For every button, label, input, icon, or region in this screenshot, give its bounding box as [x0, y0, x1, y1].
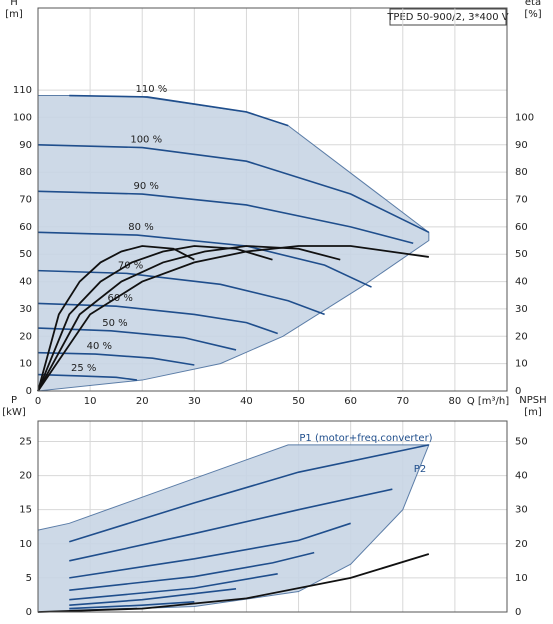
plot-frame: [37, 7, 508, 392]
curve: [37, 190, 414, 245]
y-tick-label: 20: [19, 471, 32, 482]
curve: [37, 553, 430, 613]
y-tick-label: 110: [13, 85, 32, 96]
curve: [69, 488, 393, 562]
speed-label: 110 %: [136, 84, 168, 95]
x-tick-label: 60: [344, 396, 357, 407]
y-axis-label: [kW]: [2, 407, 26, 418]
x-tick-label: 0: [35, 396, 41, 407]
y-tick-label: 100: [13, 112, 32, 123]
x-tick-label: 40: [240, 396, 253, 407]
chart-title: TPED 50-900/2, 3*400 V: [386, 12, 508, 23]
x-tick-label: 10: [84, 396, 97, 407]
curve: [69, 522, 351, 579]
curve-annotation: P1 (motor+freq.converter): [299, 433, 432, 444]
curve: [37, 351, 195, 366]
plot-frame: [37, 420, 508, 613]
curve: [37, 245, 273, 392]
curve: [37, 245, 341, 392]
curve: [69, 444, 429, 543]
y2-tick-label: 20: [515, 331, 528, 342]
y2-tick-label: 0: [515, 607, 521, 618]
y2-tick-label: 50: [515, 436, 528, 447]
x-tick-label: 80: [449, 396, 462, 407]
curve: [37, 245, 429, 392]
x-tick-label: 50: [292, 396, 305, 407]
y-tick-label: 10: [19, 539, 32, 550]
y2-tick-label: 0: [515, 386, 521, 397]
title-box: [389, 8, 507, 26]
y-tick-label: 10: [19, 359, 32, 370]
speed-label: 40 %: [87, 341, 112, 352]
x-tick-label: 30: [188, 396, 201, 407]
y2-tick-label: 40: [515, 277, 528, 288]
y2-axis-label: [%]: [524, 9, 541, 20]
y-tick-label: 25: [19, 436, 32, 447]
curve-annotation: P2: [414, 464, 426, 475]
curve: [69, 588, 237, 606]
y2-axis-label: eta: [525, 0, 541, 8]
y-axis-label: [m]: [5, 9, 23, 20]
y-tick-label: 5: [26, 573, 32, 584]
y-axis-label: H: [10, 0, 18, 8]
y2-tick-label: 10: [515, 359, 528, 370]
y2-tick-label: 70: [515, 195, 528, 206]
curve: [37, 327, 237, 351]
curve: [37, 245, 195, 392]
y2-axis-label: [m]: [524, 407, 542, 418]
y2-tick-label: 20: [515, 539, 528, 550]
y-tick-label: 0: [26, 607, 32, 618]
y2-tick-label: 30: [515, 304, 528, 315]
speed-label: 100 %: [130, 135, 162, 146]
speed-label: 25 %: [71, 363, 96, 374]
y-tick-label: 90: [19, 140, 32, 151]
curve: [37, 269, 325, 316]
y-axis-label: P: [11, 395, 17, 406]
y-tick-label: 70: [19, 195, 32, 206]
y2-tick-label: 90: [515, 140, 528, 151]
y-tick-label: 30: [19, 304, 32, 315]
curve: [69, 600, 195, 610]
curve: [69, 551, 315, 591]
x-tick-label: 20: [136, 396, 149, 407]
y-tick-label: 60: [19, 222, 32, 233]
y-tick-label: 0: [26, 386, 32, 397]
speed-label: 50 %: [102, 318, 127, 329]
speed-label: 60 %: [107, 293, 132, 304]
y2-tick-label: 100: [515, 112, 534, 123]
speed-label: 70 %: [118, 260, 143, 271]
curve: [69, 94, 289, 127]
y2-tick-label: 60: [515, 222, 528, 233]
y-tick-label: 40: [19, 277, 32, 288]
speed-label: 90 %: [134, 181, 159, 192]
speed-label: 80 %: [128, 222, 153, 233]
x-axis-label: Q [m³/h]: [467, 396, 509, 407]
y2-tick-label: 80: [515, 167, 528, 178]
y2-tick-label: 50: [515, 249, 528, 260]
y-tick-label: 80: [19, 167, 32, 178]
y2-tick-label: 10: [515, 573, 528, 584]
y2-axis-label: NPSH: [519, 395, 546, 406]
y-tick-label: 20: [19, 331, 32, 342]
curve: [37, 373, 138, 381]
y-tick-label: 15: [19, 505, 32, 516]
curve: [69, 573, 278, 601]
curve: [37, 143, 430, 234]
y2-tick-label: 30: [515, 505, 528, 516]
y2-tick-label: 40: [515, 471, 528, 482]
x-tick-label: 70: [396, 396, 409, 407]
y-tick-label: 50: [19, 249, 32, 260]
